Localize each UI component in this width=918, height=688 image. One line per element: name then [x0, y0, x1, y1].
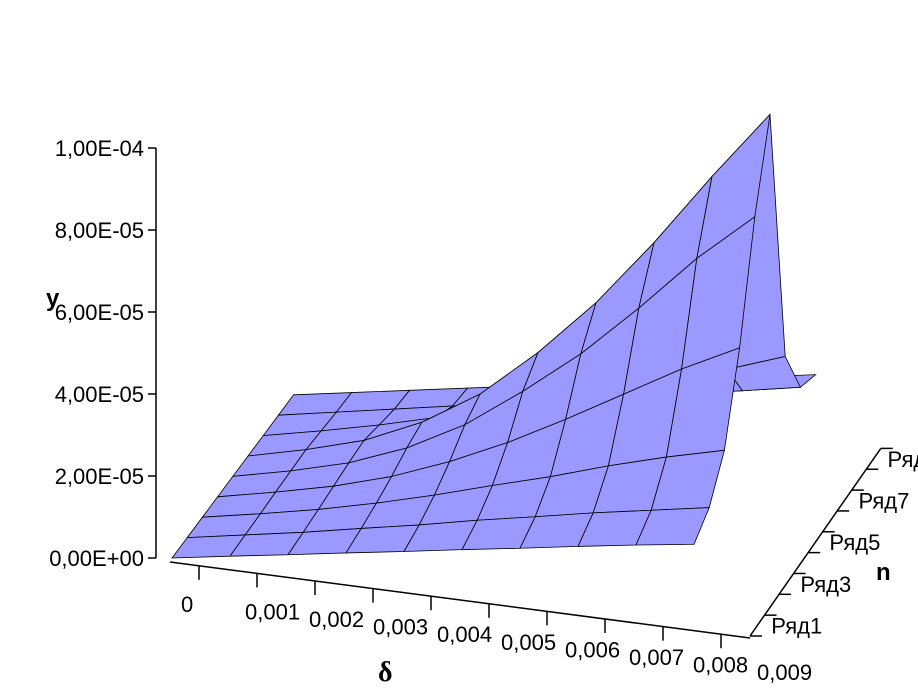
y-tick-label: 2,00E-05 [55, 464, 144, 489]
x-tick-label: 0,004 [437, 622, 492, 647]
series-axis-line [749, 447, 882, 637]
series-tick-label: Ряд5 [829, 530, 880, 555]
y-tick-label: 0,00E+00 [49, 546, 144, 571]
x-tick-label: 0,005 [501, 630, 556, 655]
surface-cell [635, 507, 710, 546]
x-tick-label: 0 [181, 592, 193, 617]
y-tick-label: 1,00E-04 [55, 136, 144, 161]
series-tick-label: Ряд9 [888, 447, 918, 472]
x-tick-label: 0,001 [245, 599, 300, 624]
y-tick-label: 8,00E-05 [55, 218, 144, 243]
series-tick-label: Ряд7 [858, 489, 909, 514]
x-tick-label: 0,008 [693, 653, 748, 678]
y-tick-label: 4,00E-05 [55, 382, 144, 407]
x-tick-label: 0,002 [309, 607, 364, 632]
y-axis-title: y [46, 285, 60, 312]
y-tick-label: 6,00E-05 [55, 300, 144, 325]
x-tick-label: 0,006 [565, 637, 620, 662]
series-tick-label: Ряд1 [771, 614, 822, 639]
x-axis-title: δ [378, 657, 393, 688]
series-tick-label: Ряд3 [800, 572, 851, 597]
surface-layer [171, 113, 817, 559]
x-tick-label: 0,009 [757, 660, 812, 685]
series-axis-title: n [876, 559, 891, 586]
labels-layer: 0,00E+00 2,00E-05 4,00E-05 6,00E-05 8,00E-05… [49, 136, 918, 685]
axes-layer [148, 147, 893, 649]
x-tick-label: 0,007 [629, 645, 684, 670]
x-axis-line [169, 561, 751, 639]
x-tick-label: 0,003 [373, 615, 428, 640]
